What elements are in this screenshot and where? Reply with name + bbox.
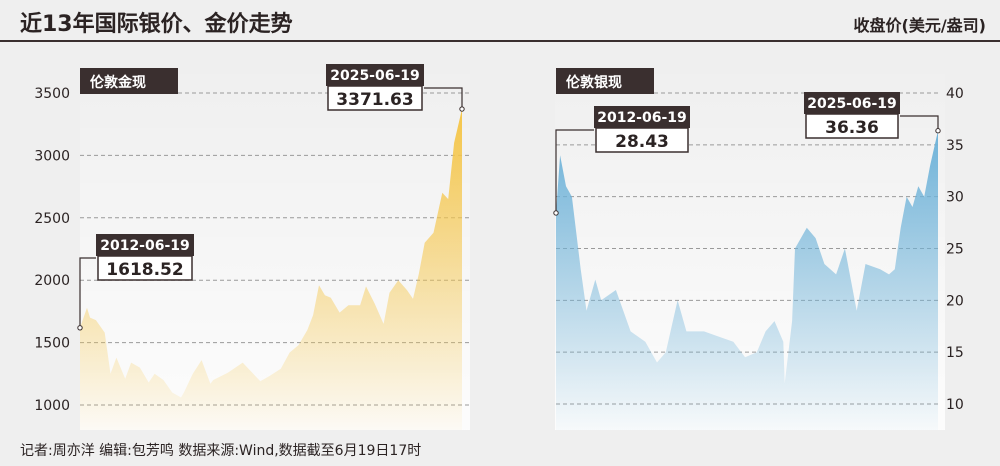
gold-series-area	[80, 109, 462, 430]
annotation-callout: 2012-06-19 1618.52	[77, 234, 194, 331]
silver-y-tick-label: 35	[946, 138, 964, 154]
gold-y-tick-label: 2500	[34, 211, 70, 227]
footer-credits: 记者:周亦洋 编辑:包芳鸣 数据来源:Wind,数据截至6月19日17时	[20, 443, 422, 459]
silver-series-area	[556, 130, 938, 430]
silver-panel-tag: 伦敦银现	[556, 68, 654, 94]
annotation-point	[935, 128, 941, 134]
header-divider	[0, 40, 1000, 42]
annotation-callout: 2012-06-19 28.43	[553, 106, 690, 216]
annotations: 2012-06-19 1618.52 2025-06-19 3371.63 2012-0…	[77, 64, 941, 331]
silver-y-tick-label: 20	[946, 293, 964, 309]
annotation-date: 2025-06-19	[807, 96, 897, 112]
gold-series-name: 伦敦金现	[90, 74, 146, 91]
silver-y-tick-label: 40	[946, 86, 964, 102]
unit-label: 收盘价(美元/盎司)	[853, 16, 986, 35]
annotation-point	[459, 106, 465, 112]
annotation-value: 3371.63	[336, 90, 413, 110]
silver-y-tick-label: 30	[946, 190, 964, 206]
silver-y-tick-label: 25	[946, 241, 964, 257]
gold-y-tick-label: 1500	[34, 336, 70, 352]
annotation-callout: 2025-06-19 36.36	[804, 92, 941, 139]
annotation-point	[77, 325, 83, 331]
silver-series-name: 伦敦银现	[566, 74, 622, 91]
silver-y-axis: 10 15 20 25 30 35 40	[946, 86, 964, 413]
gold-y-axis: 1000 1500 2000 2500 3000 3500	[34, 86, 70, 414]
annotation-date: 2025-06-19	[330, 68, 420, 84]
annotation-date: 2012-06-19	[100, 238, 190, 254]
annotation-callout: 2025-06-19 3371.63	[326, 64, 465, 112]
annotation-value: 1618.52	[106, 260, 183, 280]
annotation-value: 36.36	[825, 118, 879, 138]
annotation-value: 28.43	[615, 132, 669, 152]
gold-y-tick-label: 2000	[34, 273, 70, 289]
gold-y-tick-label: 1000	[34, 398, 70, 414]
silver-y-tick-label: 10	[946, 397, 964, 413]
chart-title: 近13年国际银价、金价走势	[20, 12, 293, 37]
annotation-date: 2012-06-19	[597, 110, 687, 126]
gold-y-tick-label: 3500	[34, 86, 70, 102]
gold-panel-tag: 伦敦金现	[80, 68, 178, 94]
silver-y-tick-label: 15	[946, 345, 964, 361]
gold-y-tick-label: 3000	[34, 148, 70, 164]
annotation-point	[553, 210, 559, 216]
